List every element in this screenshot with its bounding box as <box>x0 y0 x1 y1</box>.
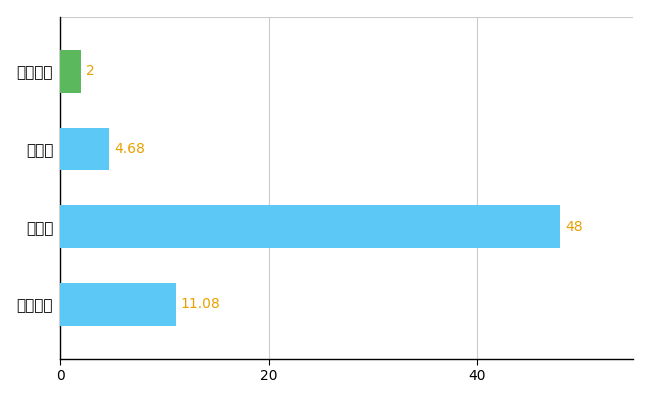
Bar <box>60 128 109 170</box>
Bar <box>60 205 560 248</box>
Text: 2: 2 <box>86 64 95 78</box>
Bar <box>60 283 176 326</box>
Bar <box>60 50 81 92</box>
Text: 48: 48 <box>566 220 583 234</box>
Text: 4.68: 4.68 <box>114 142 145 156</box>
Text: 11.08: 11.08 <box>181 298 220 312</box>
